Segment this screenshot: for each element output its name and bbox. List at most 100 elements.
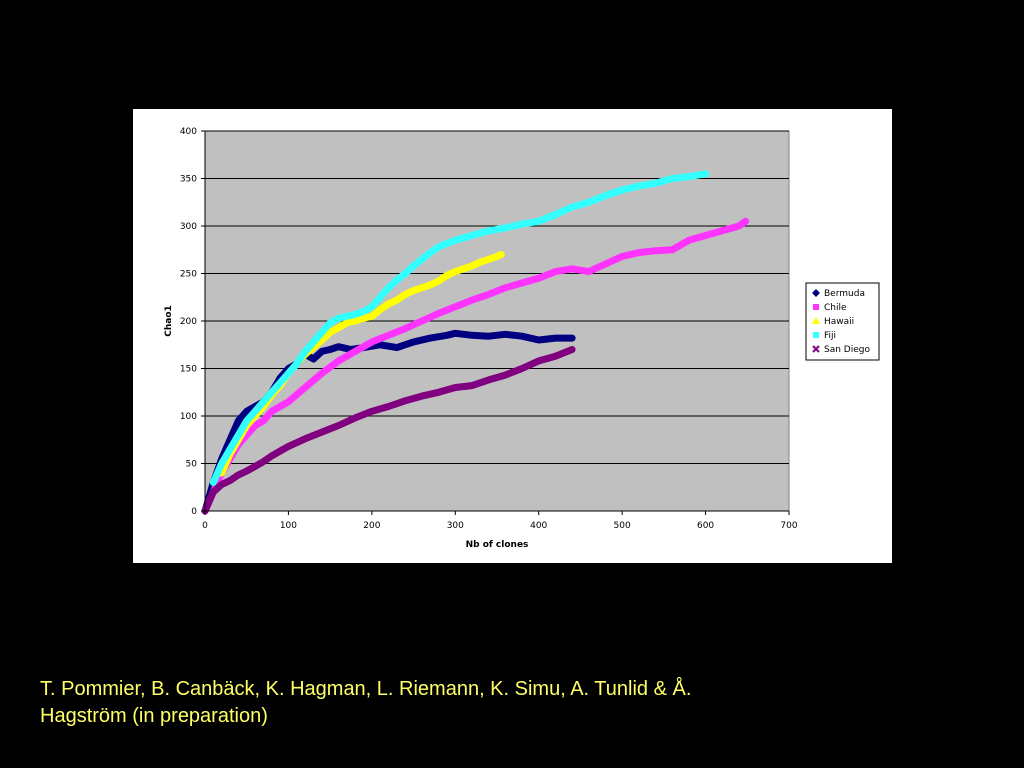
legend: Bermuda Chile Hawaii Fiji San Diego bbox=[805, 282, 880, 361]
series-line-chile bbox=[201, 217, 750, 515]
data-point-chile bbox=[404, 327, 407, 330]
data-point-chile bbox=[354, 350, 357, 353]
data-point-fiji bbox=[328, 321, 332, 325]
citation-line-1: T. Pommier, B. Canbäck, K. Hagman, L. Ri… bbox=[40, 678, 692, 700]
data-point-fiji bbox=[287, 372, 290, 375]
y-tick-label: 0 bbox=[191, 507, 197, 517]
data-point-hawaii bbox=[345, 321, 348, 325]
data-point-bermuda bbox=[328, 348, 332, 351]
data-point-bermuda bbox=[337, 345, 340, 348]
data-point-fiji bbox=[587, 201, 590, 204]
data-point-hawaii bbox=[420, 286, 424, 289]
data-point-chile bbox=[437, 312, 440, 315]
x-tick-label: 100 bbox=[280, 521, 297, 531]
y-tick-label: 400 bbox=[180, 127, 197, 137]
data-point-fiji bbox=[320, 331, 323, 334]
data-point-bermuda bbox=[412, 340, 415, 344]
data-point-fiji bbox=[345, 315, 348, 318]
series-fiji bbox=[209, 170, 710, 486]
legend-marker-hawaii bbox=[812, 317, 820, 324]
y-tick-label: 50 bbox=[186, 460, 198, 470]
data-point-san-diego bbox=[287, 445, 290, 448]
data-point-chile bbox=[420, 319, 424, 323]
data-point-bermuda bbox=[454, 332, 457, 335]
legend-item-fiji: Fiji bbox=[813, 331, 836, 341]
data-point-hawaii bbox=[454, 270, 457, 273]
x-tick-label: 0 bbox=[202, 521, 208, 531]
data-point-hawaii bbox=[445, 274, 449, 277]
data-point-san-diego bbox=[570, 348, 574, 351]
data-point-bermuda bbox=[554, 336, 557, 340]
data-point-san-diego bbox=[262, 460, 265, 463]
series-line-san-diego bbox=[201, 346, 576, 515]
data-point-fiji bbox=[429, 251, 432, 254]
data-point-chile bbox=[554, 270, 557, 273]
x-tick-label: 200 bbox=[363, 521, 380, 531]
data-point-san-diego bbox=[303, 437, 307, 440]
data-point-hawaii bbox=[395, 298, 399, 302]
series-san-diego bbox=[201, 346, 576, 515]
data-point-san-diego bbox=[228, 479, 232, 482]
data-point-san-diego bbox=[520, 367, 524, 370]
data-point-fiji bbox=[337, 317, 340, 320]
data-point-hawaii bbox=[337, 326, 340, 329]
data-point-hawaii bbox=[487, 258, 490, 261]
chao1-chart: 0 100 200 300 400 500 600 700 0 50 100 150 200 250 30… bbox=[164, 127, 880, 550]
data-point-bermuda bbox=[237, 419, 240, 422]
data-point-san-diego bbox=[420, 394, 424, 398]
data-point-san-diego bbox=[237, 473, 240, 477]
y-tick-labels: 0 50 100 150 200 250 300 350 400 bbox=[180, 127, 205, 517]
data-point-fiji bbox=[671, 177, 674, 180]
legend-label-chile: Chile bbox=[824, 303, 847, 313]
data-point-hawaii bbox=[362, 317, 365, 320]
data-point-bermuda bbox=[312, 357, 315, 361]
data-point-hawaii bbox=[500, 253, 503, 256]
legend-marker-bermuda bbox=[812, 289, 820, 297]
data-point-fiji bbox=[262, 400, 265, 403]
legend-marker-san-diego bbox=[812, 345, 820, 353]
data-point-fiji bbox=[604, 194, 607, 197]
series-layer bbox=[201, 170, 750, 515]
data-point-fiji bbox=[278, 381, 282, 384]
data-point-chile bbox=[620, 255, 624, 258]
x-tick-label: 600 bbox=[697, 521, 714, 531]
data-point-bermuda bbox=[470, 334, 474, 337]
data-point-chile bbox=[604, 262, 607, 266]
x-axis-title: Nb of clones bbox=[466, 540, 529, 550]
data-point-fiji bbox=[295, 362, 298, 365]
data-point-hawaii bbox=[370, 315, 374, 318]
data-point-chile bbox=[262, 419, 265, 422]
data-point-bermuda bbox=[445, 334, 449, 337]
citation-line-2: Hagström (in preparation) bbox=[40, 705, 268, 727]
data-point-chile bbox=[587, 270, 590, 273]
data-point-chile bbox=[520, 281, 524, 285]
series-line-bermuda bbox=[201, 329, 576, 515]
data-point-san-diego bbox=[337, 424, 340, 427]
data-point-fiji bbox=[237, 433, 240, 437]
data-point-bermuda bbox=[320, 350, 323, 353]
data-point-hawaii bbox=[404, 293, 407, 296]
data-point-bermuda bbox=[520, 335, 524, 338]
data-point-fiji bbox=[437, 245, 440, 249]
data-point-bermuda bbox=[570, 336, 574, 340]
data-point-chile bbox=[487, 293, 490, 296]
data-point-chile bbox=[337, 359, 340, 363]
data-point-chile bbox=[303, 386, 307, 389]
data-point-san-diego bbox=[270, 454, 273, 458]
series-line-fiji bbox=[209, 170, 710, 486]
legend-label-san-diego: San Diego bbox=[824, 345, 870, 355]
data-point-fiji bbox=[370, 305, 374, 308]
data-point-fiji bbox=[395, 278, 399, 282]
data-point-san-diego bbox=[454, 386, 457, 389]
data-point-chile bbox=[637, 251, 640, 254]
data-point-bermuda bbox=[429, 336, 432, 340]
data-point-san-diego bbox=[354, 416, 357, 420]
data-point-san-diego bbox=[554, 355, 557, 358]
data-point-fiji bbox=[454, 239, 457, 242]
legend-item-bermuda: Bermuda bbox=[812, 289, 865, 299]
data-point-chile bbox=[704, 234, 707, 237]
data-point-chile bbox=[504, 286, 507, 289]
data-point-san-diego bbox=[404, 399, 407, 402]
data-point-bermuda bbox=[228, 438, 232, 441]
data-point-san-diego bbox=[320, 430, 323, 434]
